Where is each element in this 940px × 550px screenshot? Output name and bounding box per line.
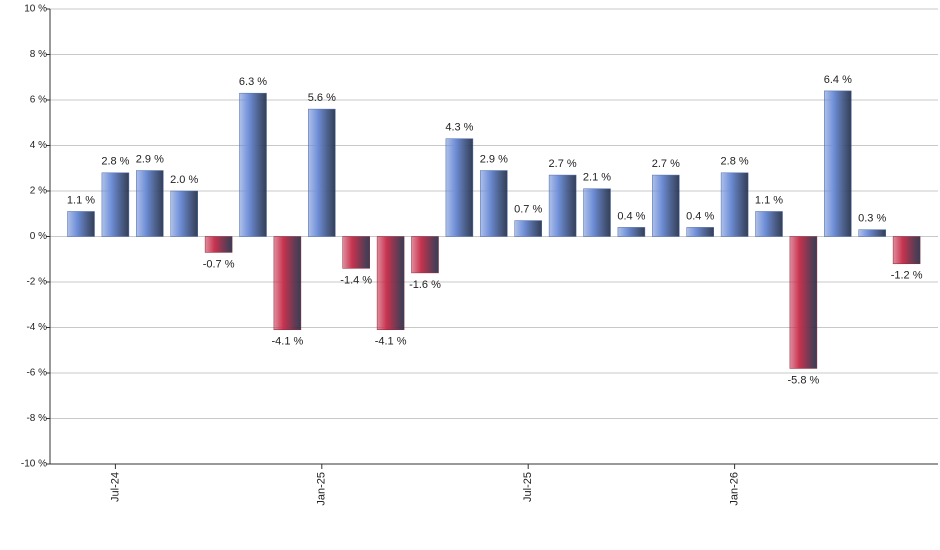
bar <box>239 92 267 237</box>
bar <box>101 172 130 237</box>
y-tick-label: 10 % <box>24 4 47 15</box>
x-tick-label: Jul-24 <box>109 472 121 502</box>
value-label: -0.7 % <box>203 258 235 270</box>
y-tick-label: -8 % <box>26 413 47 424</box>
value-label: 1.1 % <box>67 194 95 206</box>
bar <box>755 211 783 237</box>
bar <box>686 227 714 237</box>
value-label: 2.7 % <box>652 158 680 170</box>
bar <box>480 170 508 237</box>
bar <box>376 236 405 331</box>
y-tick-label: -4 % <box>26 322 47 333</box>
x-tick-label: Jan-26 <box>729 472 741 506</box>
value-label: -1.4 % <box>340 274 372 286</box>
y-tick-label: -10 % <box>21 459 47 470</box>
y-tick-label: 4 % <box>30 140 47 151</box>
y-tick-label: -6 % <box>26 368 47 379</box>
value-label: 0.4 % <box>686 210 714 222</box>
bar <box>824 90 852 237</box>
value-label: 2.1 % <box>583 172 611 184</box>
bar <box>273 236 302 331</box>
value-label: 6.3 % <box>239 76 267 88</box>
value-label: 2.7 % <box>549 158 577 170</box>
y-tick-label: 8 % <box>30 49 47 60</box>
y-tick-label: -2 % <box>26 277 47 288</box>
bar <box>445 138 474 237</box>
value-label: -5.8 % <box>788 374 820 386</box>
bar <box>720 172 749 237</box>
x-tick-label: Jan-25 <box>316 472 328 506</box>
value-label: -4.1 % <box>272 336 304 348</box>
x-tick-label: Jul-25 <box>522 472 534 502</box>
bar <box>170 190 198 237</box>
value-label: -1.6 % <box>409 279 441 291</box>
value-label: -1.2 % <box>891 270 923 282</box>
y-tick-label: 6 % <box>30 95 47 106</box>
value-label: 2.9 % <box>136 153 164 165</box>
value-label: 0.7 % <box>514 203 542 215</box>
value-label: 5.6 % <box>308 92 336 104</box>
bar <box>858 229 886 237</box>
bar <box>652 174 680 237</box>
value-label: 4.3 % <box>445 122 473 134</box>
value-label: -4.1 % <box>375 336 407 348</box>
bar <box>342 236 370 269</box>
bar <box>617 227 646 237</box>
bar <box>204 236 233 253</box>
bar <box>583 188 611 237</box>
value-label: 1.1 % <box>755 194 783 206</box>
value-label: 6.4 % <box>824 74 852 86</box>
bar <box>308 108 336 237</box>
value-label: 2.0 % <box>170 174 198 186</box>
bar <box>548 174 577 237</box>
value-label: 2.8 % <box>101 156 129 168</box>
value-label: 2.8 % <box>721 156 749 168</box>
bar <box>514 220 542 237</box>
value-label: 0.3 % <box>858 213 886 225</box>
y-tick-label: 0 % <box>30 231 47 242</box>
bar <box>136 170 164 237</box>
bar <box>789 236 818 369</box>
value-label: 0.4 % <box>617 210 645 222</box>
y-tick-label: 2 % <box>30 186 47 197</box>
bar <box>892 236 921 265</box>
bar <box>411 236 439 274</box>
bar <box>67 211 95 237</box>
value-label: 2.9 % <box>480 153 508 165</box>
